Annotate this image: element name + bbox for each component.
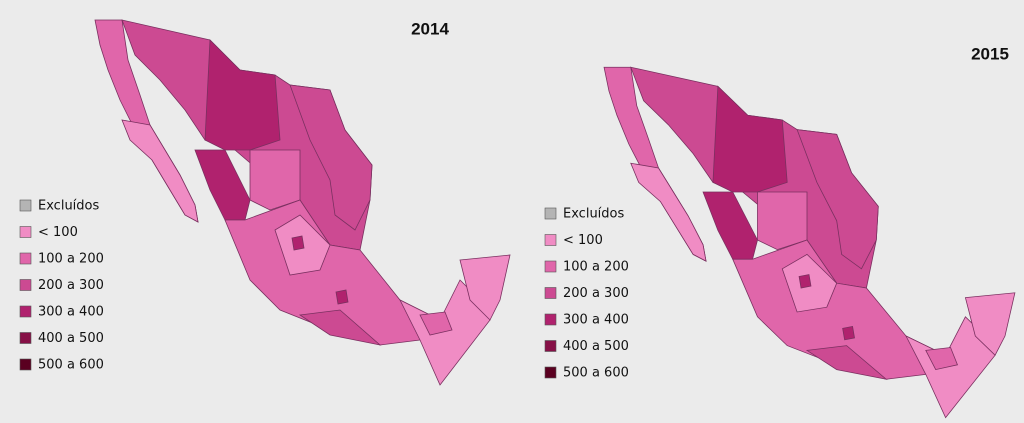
legend-label: 500 a 600 <box>563 366 629 381</box>
legend-swatch <box>544 313 557 326</box>
legend-swatch <box>19 305 32 318</box>
legend-swatch <box>19 332 32 344</box>
legends: Excluídos < 100 100 a 200 200 a 300 300 a 40… <box>19 199 629 381</box>
legend-label: 500 a 600 <box>38 358 104 373</box>
map-title: 2014 <box>411 19 449 38</box>
legend-label: 200 a 300 <box>38 278 104 293</box>
legend-label: < 100 <box>38 225 78 240</box>
legend-label: 100 a 200 <box>38 252 104 267</box>
legend-label: 200 a 300 <box>563 286 629 301</box>
legend-swatch <box>19 226 32 238</box>
legend-swatch <box>544 287 557 299</box>
legend-label: 300 a 400 <box>38 305 104 320</box>
legend-swatch <box>19 252 32 265</box>
legend-label: < 100 <box>563 233 603 248</box>
legend-label: Excluídos <box>563 207 624 222</box>
legend-swatch <box>544 340 557 352</box>
legend-swatch <box>19 358 32 371</box>
legend-swatch <box>19 199 32 212</box>
legend-label: 300 a 400 <box>563 313 629 328</box>
legend-label: 100 a 200 <box>563 260 629 275</box>
legend-label: 400 a 500 <box>38 331 104 346</box>
legend-swatch <box>544 207 557 220</box>
legend-label: Excluídos <box>38 199 99 214</box>
map-title: 2015 <box>971 44 1009 63</box>
legend-swatch <box>544 260 557 273</box>
legend-label: 400 a 500 <box>563 339 629 354</box>
legend-swatch <box>544 234 557 246</box>
legend-swatch <box>19 279 32 291</box>
legend-swatch <box>544 366 557 379</box>
